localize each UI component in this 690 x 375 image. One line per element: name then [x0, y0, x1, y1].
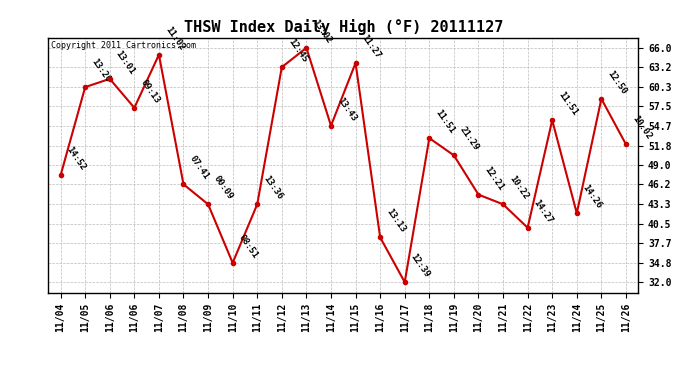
Text: 12:45: 12:45 [286, 37, 309, 64]
Text: 13:01: 13:01 [114, 49, 137, 76]
Text: 11:27: 11:27 [359, 33, 382, 60]
Title: THSW Index Daily High (°F) 20111127: THSW Index Daily High (°F) 20111127 [184, 19, 503, 35]
Text: 07:41: 07:41 [188, 154, 210, 182]
Text: 13:02: 13:02 [310, 18, 333, 45]
Text: 21:29: 21:29 [458, 125, 481, 153]
Text: 00:09: 00:09 [213, 174, 235, 201]
Text: 14:27: 14:27 [532, 198, 555, 225]
Text: 12:50: 12:50 [606, 69, 629, 96]
Text: 10:22: 10:22 [507, 174, 530, 201]
Text: 14:26: 14:26 [581, 183, 604, 210]
Text: 09:13: 09:13 [139, 78, 161, 105]
Text: 08:51: 08:51 [237, 233, 259, 260]
Text: 14:52: 14:52 [65, 146, 88, 172]
Text: 10:02: 10:02 [630, 114, 653, 141]
Text: 13:13: 13:13 [384, 207, 407, 235]
Text: 11:02: 11:02 [163, 25, 186, 52]
Text: 12:39: 12:39 [409, 252, 432, 279]
Text: 13:36: 13:36 [262, 174, 284, 201]
Text: 13:20: 13:20 [89, 57, 112, 84]
Text: Copyright 2011 Cartronics.com: Copyright 2011 Cartronics.com [51, 41, 196, 50]
Text: 12:21: 12:21 [482, 165, 506, 192]
Text: 13:43: 13:43 [335, 96, 358, 123]
Text: 11:51: 11:51 [433, 108, 456, 135]
Text: 11:51: 11:51 [556, 90, 579, 117]
